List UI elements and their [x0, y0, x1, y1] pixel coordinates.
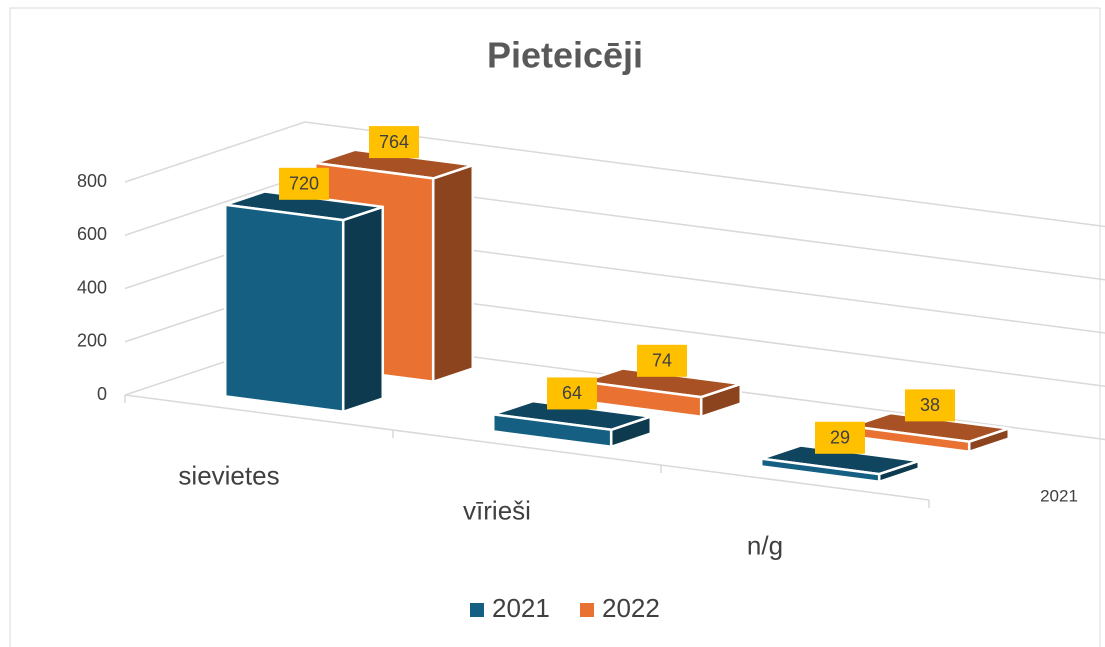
chart-title: Pieteicēji [487, 35, 643, 76]
legend-swatch [580, 603, 594, 617]
data-label: 74 [652, 351, 672, 371]
data-label: 764 [379, 132, 409, 152]
data-label-box [369, 126, 419, 159]
category-axis [124, 394, 930, 501]
y-tick-label: 0 [97, 384, 107, 404]
bar-side [341, 205, 385, 414]
bar [223, 190, 385, 414]
y-tick-label: 200 [77, 331, 107, 351]
data-label-box [815, 421, 865, 454]
depth-label: 2021 [1040, 486, 1078, 505]
y-tick-label: 600 [77, 224, 107, 244]
legend-label: 2022 [602, 593, 660, 623]
bar-side [431, 163, 475, 384]
bar-front [759, 457, 881, 484]
data-label: 38 [920, 395, 940, 415]
data-label-box [279, 167, 329, 200]
y-tick-label: 400 [77, 277, 107, 297]
data-label-box [637, 344, 687, 377]
x-tick-label: n/g [747, 530, 783, 560]
data-label: 64 [562, 383, 582, 403]
y-tick-label: 800 [77, 171, 107, 191]
x-tick-label: vīrieši [463, 495, 531, 525]
bar-front [223, 203, 345, 414]
bar [849, 411, 1011, 454]
bar-front [491, 413, 613, 449]
legend-swatch [470, 603, 484, 617]
legend-label: 2021 [492, 593, 550, 623]
bar [759, 444, 921, 484]
data-label-box [905, 389, 955, 422]
chart-frame [9, 7, 1101, 647]
data-label: 29 [830, 428, 850, 448]
x-tick-label: sievietes [178, 460, 279, 490]
bar [491, 399, 653, 449]
grid-line [124, 121, 1105, 228]
data-label-box [547, 377, 597, 410]
data-label: 720 [289, 174, 319, 194]
